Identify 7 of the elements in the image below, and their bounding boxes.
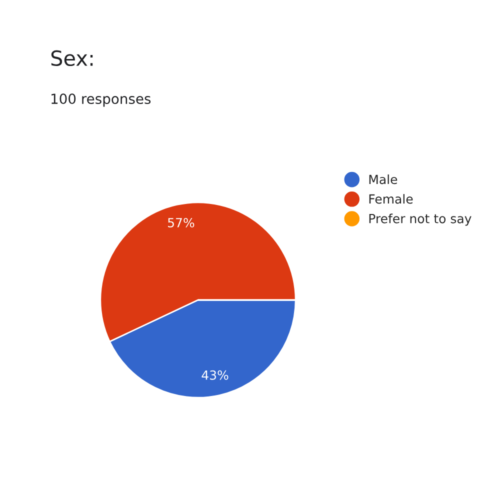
data-label: 43% [202, 370, 228, 380]
legend-label: Female [369, 194, 413, 204]
legend-label: Prefer not to say [369, 214, 472, 226]
data-label: 57% [168, 218, 194, 228]
chart-subtitle: 100 responses [52, 94, 151, 107]
legend-label: Male [369, 174, 398, 184]
chart-title: Sex: [51, 50, 93, 66]
